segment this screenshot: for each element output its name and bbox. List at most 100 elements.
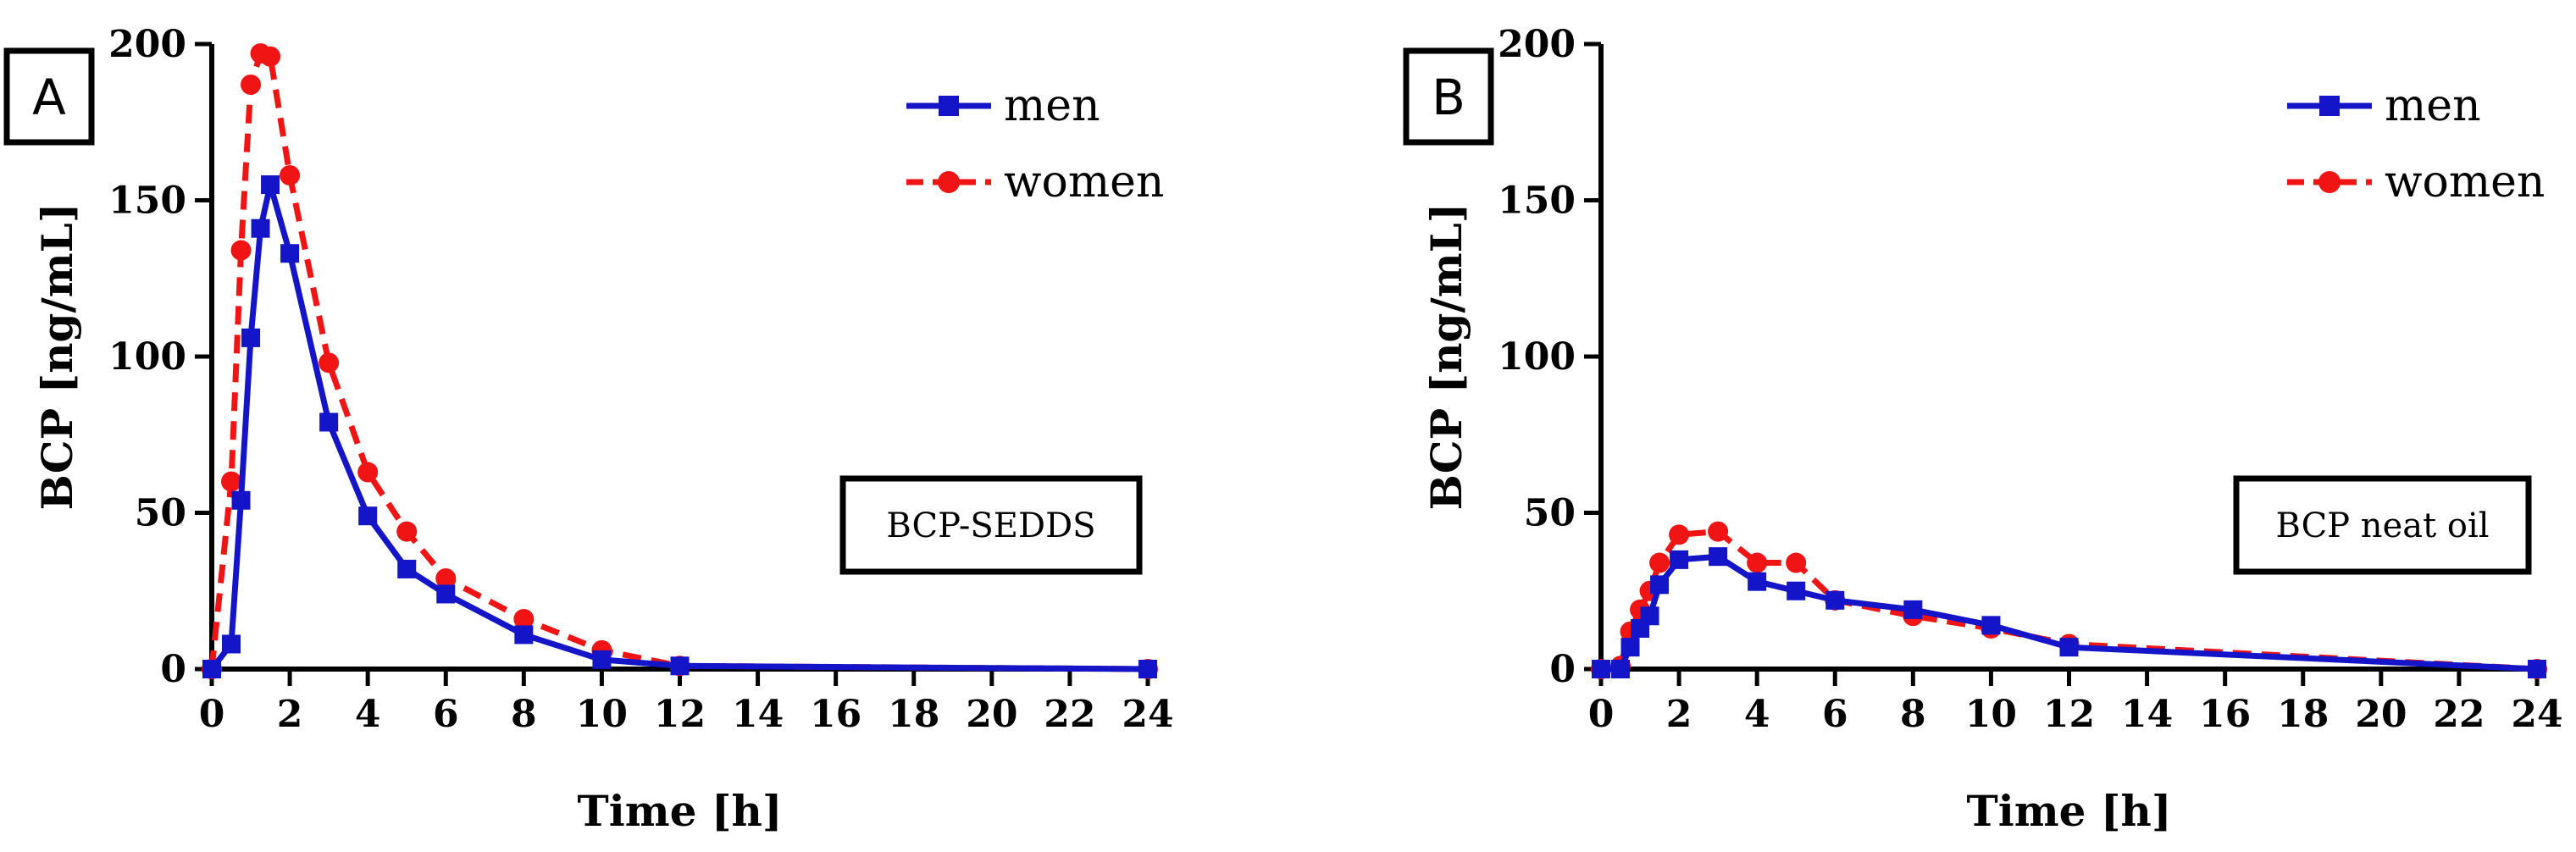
data-point-men [514, 625, 534, 645]
x-tick-label: 18 [2277, 693, 2329, 736]
x-tick-label: 6 [1822, 693, 1848, 736]
data-point-men [280, 244, 300, 263]
data-point-men [358, 506, 378, 526]
x-tick-label: 0 [1588, 693, 1615, 736]
x-tick-label: 12 [2043, 693, 2095, 736]
y-tick-label: 200 [1498, 23, 1576, 66]
x-tick-label: 8 [1900, 693, 1926, 736]
panel-letter-box [3, 47, 95, 146]
x-tick-label: 18 [888, 693, 939, 736]
data-point-men [261, 175, 280, 195]
x-tick-label: 10 [576, 693, 628, 736]
x-tick-label: 0 [199, 693, 225, 736]
panel-letter-box [1403, 47, 1494, 146]
y-tick-label: 50 [135, 492, 186, 535]
data-point-women [241, 74, 262, 95]
data-point-women [1649, 552, 1670, 573]
x-tick-label: 4 [355, 693, 381, 736]
data-point-women [319, 352, 340, 373]
x-tick-label: 16 [2199, 693, 2251, 736]
data-point-women [230, 240, 252, 261]
data-point-women [1786, 552, 1807, 573]
x-tick-label: 8 [511, 693, 537, 736]
legend-label-men: men [1004, 80, 1100, 131]
data-point-women [260, 46, 281, 67]
data-point-men [397, 559, 417, 578]
y-axis-title: BCP [ng/mL] [1421, 203, 1471, 511]
y-tick-label: 0 [160, 648, 186, 691]
panel-letter: B [1432, 69, 1465, 126]
data-point-men [319, 412, 339, 432]
legend-marker-women [2318, 171, 2341, 193]
data-point-men [231, 490, 251, 510]
data-point-men [1825, 590, 1845, 610]
annotation-text: BCP neat oil [2275, 506, 2489, 545]
x-tick-label: 12 [654, 693, 706, 736]
data-point-women [221, 471, 242, 492]
data-point-women [435, 567, 457, 589]
legend-label-men: men [2385, 80, 2481, 131]
data-point-men [670, 656, 690, 676]
x-axis-title: Time [h] [578, 786, 783, 836]
legend-marker-men [939, 96, 959, 116]
data-point-men [241, 328, 261, 347]
x-tick-label: 20 [966, 693, 1017, 736]
data-point-men [1640, 606, 1659, 626]
data-point-women [1669, 524, 1690, 545]
x-tick-label: 14 [732, 693, 784, 736]
data-point-men [222, 634, 241, 654]
data-point-women [1708, 521, 1729, 542]
annotation-text: BCP-SEDDS [886, 506, 1095, 545]
x-tick-label: 10 [1965, 693, 2017, 736]
data-point-men [1592, 660, 1610, 678]
x-tick-label: 20 [2355, 693, 2407, 736]
y-tick-label: 50 [1524, 492, 1576, 535]
x-tick-label: 22 [1044, 693, 1095, 736]
data-point-men [2528, 660, 2546, 678]
x-tick-label: 24 [2511, 693, 2562, 736]
data-point-men [2059, 638, 2079, 657]
data-point-women [396, 521, 418, 542]
data-point-men [1903, 600, 1923, 619]
data-point-men [1650, 575, 1670, 595]
data-point-men [1709, 547, 1728, 567]
data-point-men [1611, 660, 1631, 678]
y-tick-label: 150 [1498, 180, 1576, 223]
data-point-men [436, 584, 456, 604]
data-point-men [592, 650, 612, 669]
data-point-men [1981, 616, 2001, 635]
data-point-women [513, 608, 535, 629]
data-point-women [1747, 552, 1768, 573]
y-tick-label: 100 [1498, 335, 1576, 379]
y-axis-title: BCP [ng/mL] [32, 203, 82, 511]
legend-marker-men [2319, 96, 2340, 116]
legend-label-women: women [1004, 157, 1164, 207]
data-point-men [1748, 572, 1767, 591]
y-tick-label: 0 [1549, 648, 1576, 691]
annotation-box [2233, 475, 2532, 575]
data-point-men [1138, 660, 1157, 678]
data-point-women [280, 164, 301, 185]
x-tick-label: 2 [1666, 693, 1692, 736]
data-point-men [202, 660, 221, 678]
data-point-men [1787, 581, 1806, 600]
y-tick-label: 200 [108, 23, 186, 66]
x-tick-label: 2 [277, 693, 303, 736]
x-tick-label: 4 [1744, 693, 1770, 736]
panel-letter: A [32, 69, 66, 126]
x-tick-label: 24 [1122, 693, 1173, 736]
y-tick-label: 100 [108, 335, 186, 379]
x-tick-label: 22 [2433, 693, 2485, 736]
series-line-women [208, 50, 1149, 672]
data-point-men [1620, 638, 1640, 657]
x-tick-label: 6 [433, 693, 459, 736]
data-point-women [357, 462, 379, 483]
y-tick-label: 150 [108, 180, 186, 223]
legend-marker-women [938, 171, 960, 193]
x-tick-label: 14 [2121, 693, 2173, 736]
x-tick-label: 16 [810, 693, 861, 736]
data-point-men [1670, 550, 1689, 569]
